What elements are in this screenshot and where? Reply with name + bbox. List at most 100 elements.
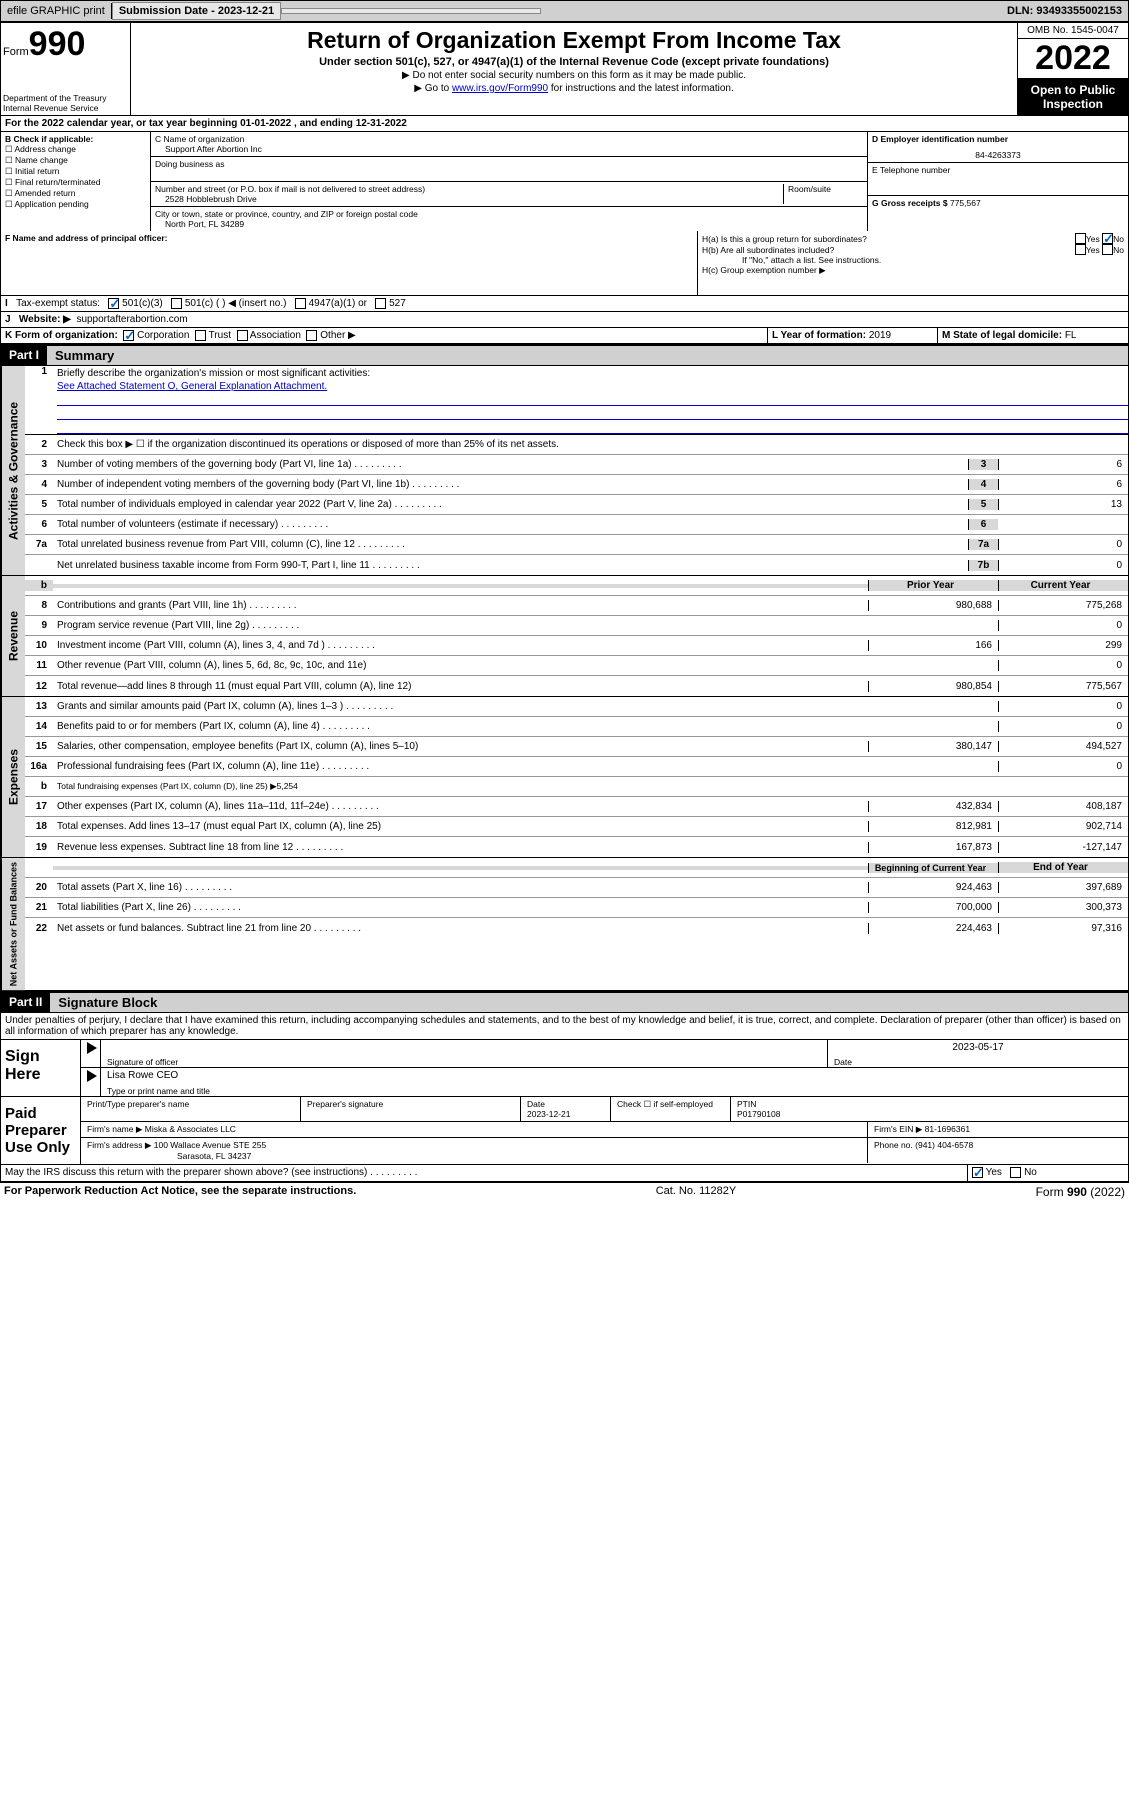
f-lbl: F Name and address of principal officer: — [5, 233, 693, 243]
c14: 0 — [998, 721, 1128, 732]
section-fh: F Name and address of principal officer:… — [0, 231, 1129, 296]
yes-lbl: Yes — [1086, 234, 1100, 244]
omb-number: OMB No. 1545-0047 — [1018, 23, 1128, 39]
form-subtitle: Under section 501(c), 527, or 4947(a)(1)… — [135, 56, 1013, 68]
ha-yes[interactable] — [1075, 233, 1086, 244]
prep-col1: Print/Type preparer's name — [81, 1097, 301, 1121]
g-lbl: G Gross receipts $ — [872, 198, 948, 208]
side-rev: Revenue — [1, 576, 25, 696]
l4: Number of independent voting members of … — [53, 477, 968, 492]
l5: Total number of individuals employed in … — [53, 497, 968, 512]
line-klm: K Form of organization: Corporation Trus… — [0, 328, 1129, 344]
tax-year: 2022 — [1018, 39, 1128, 79]
dept-label: Department of the Treasury Internal Reve… — [3, 93, 128, 113]
c13: 0 — [998, 701, 1128, 712]
b-amended: Amended return — [15, 188, 76, 198]
k-o2: Trust — [209, 330, 231, 341]
domicile: FL — [1065, 330, 1077, 341]
l12: Total revenue—add lines 8 through 11 (mu… — [53, 679, 868, 694]
b-item[interactable]: ☐ Address change — [5, 144, 146, 155]
hdr-end: End of Year — [998, 862, 1128, 873]
part1-header: Part I Summary — [0, 344, 1129, 366]
k-assoc[interactable] — [237, 330, 248, 341]
k-trust[interactable] — [195, 330, 206, 341]
hb-yes[interactable] — [1075, 244, 1086, 255]
b-label: B Check if applicable: — [5, 134, 146, 144]
part1-hdr: Part I — [1, 346, 47, 365]
l7b: Net unrelated business taxable income fr… — [53, 558, 968, 573]
hb-no[interactable] — [1102, 244, 1113, 255]
sig-date: 2023-05-17 — [834, 1042, 1122, 1053]
submission-date[interactable]: Submission Date - 2023-12-21 — [112, 2, 281, 20]
phone-val — [872, 175, 1124, 193]
may-discuss: May the IRS discuss this return with the… — [0, 1165, 1129, 1181]
c18: 902,714 — [998, 821, 1128, 832]
c-name-lbl: C Name of organization — [155, 134, 863, 144]
ein: 84-4263373 — [872, 144, 1124, 160]
l10: Investment income (Part VIII, column (A)… — [53, 638, 868, 653]
l2: Check this box ▶ ☐ if the organization d… — [53, 437, 1128, 452]
instructions-link[interactable]: www.irs.gov/Form990 — [452, 83, 548, 94]
side-exp: Expenses — [1, 697, 25, 857]
l16a: Professional fundraising fees (Part IX, … — [53, 759, 868, 774]
open-inspection: Open to Public Inspection — [1018, 79, 1128, 115]
e-lbl: E Telephone number — [872, 165, 1124, 175]
form-header: Form990 Department of the Treasury Inter… — [0, 22, 1129, 116]
col-d: D Employer identification number 84-4263… — [868, 132, 1128, 231]
hdr-prior: Prior Year — [868, 580, 998, 591]
c10: 299 — [998, 640, 1128, 651]
i-501c3[interactable] — [108, 298, 119, 309]
ein-lbl: Firm's EIN ▶ — [874, 1124, 922, 1134]
c8: 775,268 — [998, 600, 1128, 611]
b-item[interactable]: ☐ Application pending — [5, 199, 146, 210]
b-item[interactable]: ☐ Initial return — [5, 166, 146, 177]
firm-phone-lbl: Phone no. — [874, 1140, 913, 1150]
l1-link[interactable]: See Attached Statement O, General Explan… — [57, 381, 327, 392]
year-formation: 2019 — [869, 330, 891, 341]
sign-here: Sign Here — [1, 1040, 81, 1096]
k-other[interactable] — [306, 330, 317, 341]
i-501c[interactable] — [171, 298, 182, 309]
side-gov: Activities & Governance — [1, 366, 25, 575]
firm-addr1: 100 Wallace Avenue STE 255 — [154, 1140, 266, 1150]
k-lbl: K Form of organization: — [5, 330, 118, 341]
i-527[interactable] — [375, 298, 386, 309]
k-o1: Corporation — [137, 330, 189, 341]
blank-button[interactable] — [281, 8, 541, 14]
date-lbl: Date — [834, 1057, 852, 1067]
part2-title: Signature Block — [50, 993, 1128, 1012]
l18: Total expenses. Add lines 13–17 (must eq… — [53, 819, 868, 834]
ha-no[interactable] — [1102, 233, 1113, 244]
officer-name: Lisa Rowe CEO — [107, 1070, 1122, 1081]
hdr-beg: Beginning of Current Year — [868, 863, 998, 873]
c11: 0 — [998, 660, 1128, 671]
website[interactable]: supportafterabortion.com — [76, 314, 187, 325]
b21: 700,000 — [868, 902, 998, 913]
p12: 980,854 — [868, 681, 998, 692]
p19: 167,873 — [868, 842, 998, 853]
v7a: 0 — [998, 539, 1128, 550]
may-no[interactable] — [1010, 1167, 1021, 1178]
k-o4: Other ▶ — [320, 330, 355, 341]
b-item[interactable]: ☐ Name change — [5, 155, 146, 166]
i-4947[interactable] — [295, 298, 306, 309]
form-num: 990 — [29, 25, 86, 63]
b-item[interactable]: ☐ Amended return — [5, 188, 146, 199]
c9: 0 — [998, 620, 1128, 631]
ptin: P01790108 — [737, 1109, 781, 1119]
l17: Other expenses (Part IX, column (A), lin… — [53, 799, 868, 814]
b-item[interactable]: ☐ Final return/terminated — [5, 177, 146, 188]
l16b-val: 5,254 — [277, 781, 298, 791]
no-lbl2: No — [1113, 245, 1124, 255]
m-lbl: M State of legal domicile: — [942, 330, 1062, 341]
p8: 980,688 — [868, 600, 998, 611]
l3: Number of voting members of the governin… — [53, 457, 968, 472]
paid-prep: Paid Preparer Use Only — [1, 1097, 81, 1164]
v3: 6 — [998, 459, 1128, 470]
l9: Program service revenue (Part VIII, line… — [53, 618, 868, 633]
may-yes[interactable] — [972, 1167, 983, 1178]
k-corp[interactable] — [123, 330, 134, 341]
may-q: May the IRS discuss this return with the… — [5, 1167, 417, 1178]
l19: Revenue less expenses. Subtract line 18 … — [53, 840, 868, 855]
form-word: Form — [3, 46, 29, 58]
